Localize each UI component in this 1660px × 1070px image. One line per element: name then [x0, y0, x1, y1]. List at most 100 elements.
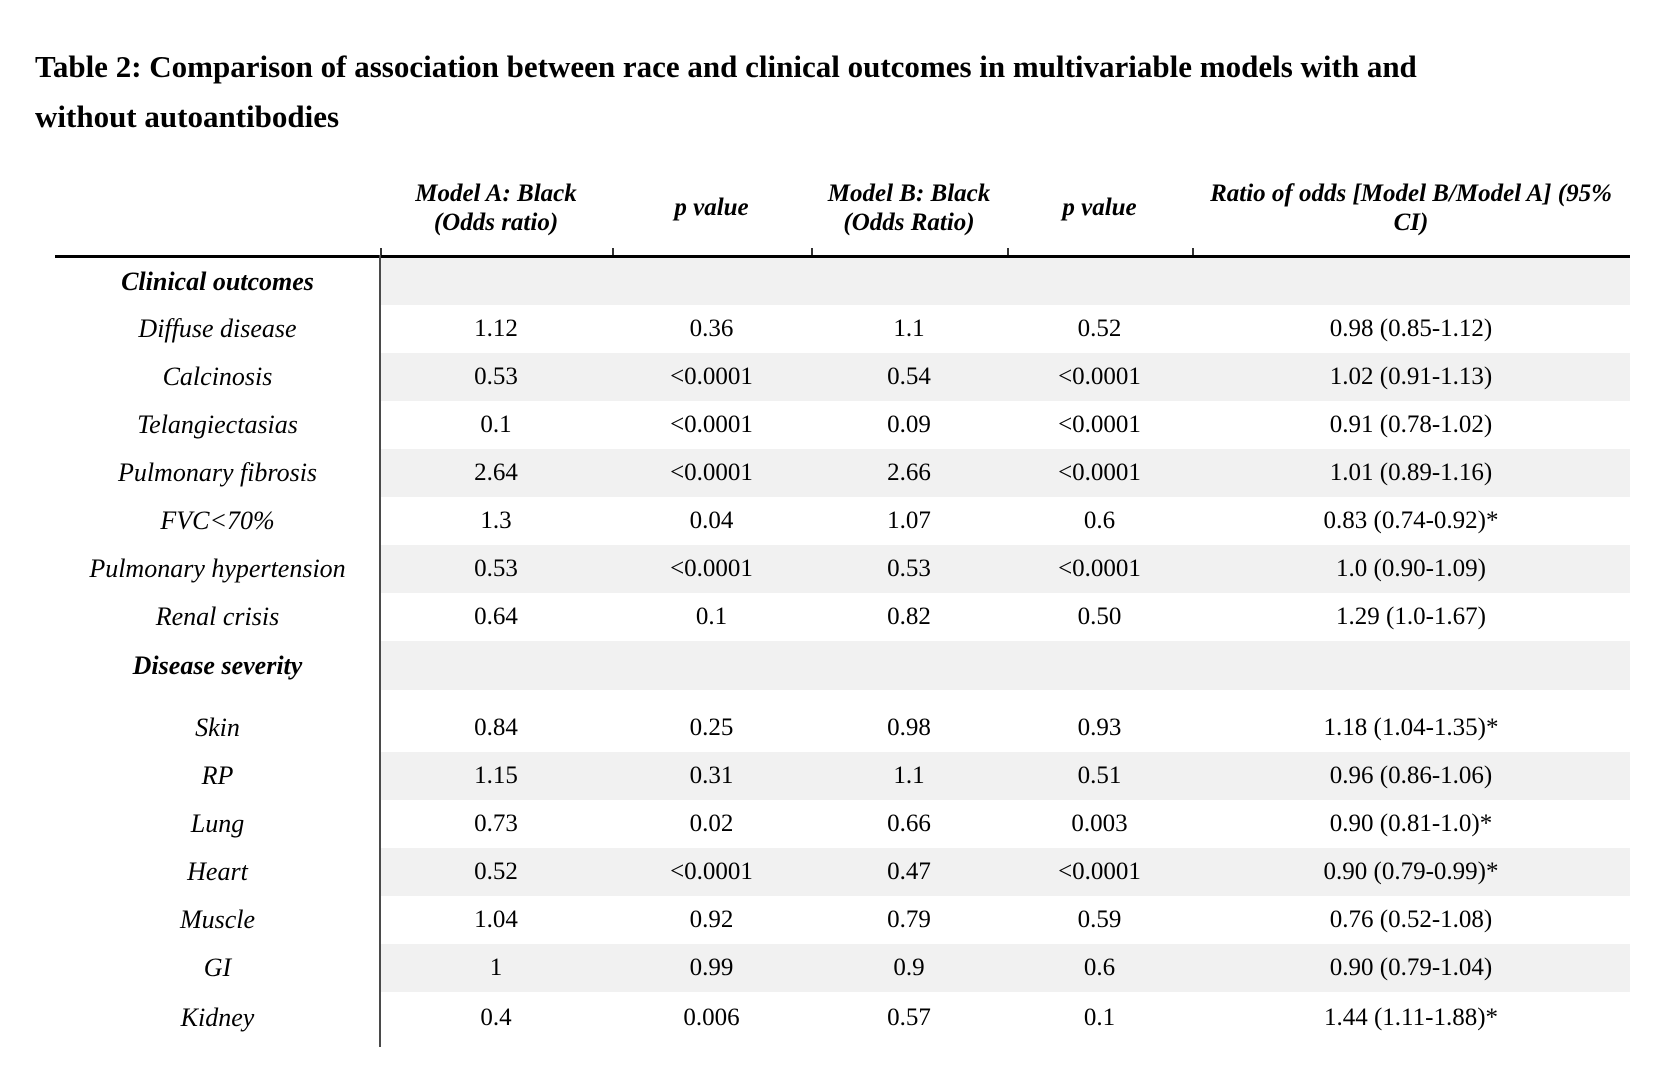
cell-pulmonary-fibrosis-col4: <0.0001 — [1007, 449, 1192, 497]
cell-heart-col2: <0.0001 — [612, 848, 811, 896]
cell-lung-col5: 0.90 (0.81-1.0)* — [1192, 800, 1630, 848]
row-label-disease-severity: Disease severity — [55, 641, 380, 690]
row-label-kidney: Kidney — [55, 992, 380, 1044]
cell-skin-col2: 0.25 — [612, 704, 811, 752]
cell-telangiectasias-col3: 0.09 — [811, 401, 1007, 449]
row-label-pulmonary-hypertension: Pulmonary hypertension — [55, 545, 380, 593]
cell-disease-severity-col1 — [380, 641, 612, 690]
cell-kidney-col1: 0.4 — [380, 992, 612, 1044]
cell-clinical-outcomes-col2 — [612, 258, 811, 305]
cell-rp-col1: 1.15 — [380, 752, 612, 800]
cell-fvc-70-col4: 0.6 — [1007, 497, 1192, 545]
header-column-tick — [1007, 248, 1009, 255]
cell-diffuse-disease-col5: 0.98 (0.85-1.12) — [1192, 305, 1630, 353]
cell-muscle-col3: 0.79 — [811, 896, 1007, 944]
table-row-gi: GI 1 0.99 0.9 0.6 0.90 (0.79-1.04) — [55, 944, 1630, 992]
cell-pulmonary-hypertension-col3: 0.53 — [811, 545, 1007, 593]
cell-renal-crisis-col2: 0.1 — [612, 593, 811, 641]
cell-renal-crisis-col5: 1.29 (1.0-1.67) — [1192, 593, 1630, 641]
row-label-heart: Heart — [55, 848, 380, 896]
table-row-renal-crisis: Renal crisis 0.64 0.1 0.82 0.50 1.29 (1.0-1.6… — [55, 593, 1630, 641]
table-row-disease-severity: Disease severity — [55, 641, 1630, 690]
header-column-tick — [612, 248, 614, 255]
column-divider-line — [379, 255, 381, 1047]
row-label-skin: Skin — [55, 704, 380, 752]
row-label-gi: GI — [55, 944, 380, 992]
cell-calcinosis-col3: 0.54 — [811, 353, 1007, 401]
table-row-heart: Heart 0.52 <0.0001 0.47 <0.0001 0.90 (0.79-0.… — [55, 848, 1630, 896]
row-label-lung: Lung — [55, 800, 380, 848]
row-label-muscle: Muscle — [55, 896, 380, 944]
cell-gi-col2: 0.99 — [612, 944, 811, 992]
cell-lung-col4: 0.003 — [1007, 800, 1192, 848]
cell-pulmonary-fibrosis-col1: 2.64 — [380, 449, 612, 497]
cell-gi-col5: 0.90 (0.79-1.04) — [1192, 944, 1630, 992]
cell-pulmonary-fibrosis-col2: <0.0001 — [612, 449, 811, 497]
header-model-a: Model A: Black (Odds ratio) — [415, 179, 577, 236]
cell-skin-col1: 0.84 — [380, 704, 612, 752]
table-row-diffuse-disease: Diffuse disease 1.12 0.36 1.1 0.52 0.98 (0.85… — [55, 305, 1630, 353]
cell-rp-col2: 0.31 — [612, 752, 811, 800]
cell-pulmonary-fibrosis-col5: 1.01 (0.89-1.16) — [1192, 449, 1630, 497]
table-row-lung: Lung 0.73 0.02 0.66 0.003 0.90 (0.81-1.0)* — [55, 800, 1630, 848]
row-label-renal-crisis: Renal crisis — [55, 593, 380, 641]
cell-fvc-70-col2: 0.04 — [612, 497, 811, 545]
cell-diffuse-disease-col1: 1.12 — [380, 305, 612, 353]
cell-rp-col4: 0.51 — [1007, 752, 1192, 800]
cell-kidney-col2: 0.006 — [612, 992, 811, 1044]
table-row-fvc-70: FVC<70% 1.3 0.04 1.07 0.6 0.83 (0.74-0.92)* — [55, 497, 1630, 545]
cell-muscle-col1: 1.04 — [380, 896, 612, 944]
cell-kidney-col5: 1.44 (1.11-1.88)* — [1192, 992, 1630, 1044]
cell-disease-severity-col4 — [1007, 641, 1192, 690]
cell-renal-crisis-col1: 0.64 — [380, 593, 612, 641]
table-body: Clinical outcomes Diffuse disease 1.12 0.36… — [55, 258, 1630, 1044]
cell-diffuse-disease-col4: 0.52 — [1007, 305, 1192, 353]
cell-rp-col5: 0.96 (0.86-1.06) — [1192, 752, 1630, 800]
cell-pulmonary-hypertension-col5: 1.0 (0.90-1.09) — [1192, 545, 1630, 593]
cell-rp-col3: 1.1 — [811, 752, 1007, 800]
cell-fvc-70-col1: 1.3 — [380, 497, 612, 545]
cell-diffuse-disease-col3: 1.1 — [811, 305, 1007, 353]
row-label-pulmonary-fibrosis: Pulmonary fibrosis — [55, 449, 380, 497]
cell-pulmonary-fibrosis-col3: 2.66 — [811, 449, 1007, 497]
table-row-kidney: Kidney 0.4 0.006 0.57 0.1 1.44 (1.11-1.88)* — [55, 992, 1630, 1044]
cell-diffuse-disease-col2: 0.36 — [612, 305, 811, 353]
row-label-diffuse-disease: Diffuse disease — [55, 305, 380, 353]
cell-muscle-col4: 0.59 — [1007, 896, 1192, 944]
cell-skin-col4: 0.93 — [1007, 704, 1192, 752]
cell-telangiectasias-col2: <0.0001 — [612, 401, 811, 449]
table-title-line-2: without autoantibodies — [35, 99, 340, 134]
table-title: Table 2: Comparison of association betwe… — [35, 42, 1595, 142]
cell-calcinosis-col5: 1.02 (0.91-1.13) — [1192, 353, 1630, 401]
cell-heart-col5: 0.90 (0.79-0.99)* — [1192, 848, 1630, 896]
comparison-table: Model A: Black (Odds ratio) p value Mode… — [55, 160, 1630, 1047]
table-row-muscle: Muscle 1.04 0.92 0.79 0.59 0.76 (0.52-1.08) — [55, 896, 1630, 944]
row-label-rp: RP — [55, 752, 380, 800]
cell-pulmonary-hypertension-col2: <0.0001 — [612, 545, 811, 593]
header-ratio-of-odds: Ratio of odds [Model B/Model A] (95% CI) — [1210, 179, 1612, 236]
cell-heart-col3: 0.47 — [811, 848, 1007, 896]
cell-skin-col5: 1.18 (1.04-1.35)* — [1192, 704, 1630, 752]
row-label-fvc-70: FVC<70% — [55, 497, 380, 545]
cell-pulmonary-hypertension-col1: 0.53 — [380, 545, 612, 593]
header-model-b: Model B: Black (Odds Ratio) — [827, 179, 991, 236]
cell-calcinosis-col2: <0.0001 — [612, 353, 811, 401]
row-label-calcinosis: Calcinosis — [55, 353, 380, 401]
cell-telangiectasias-col5: 0.91 (0.78-1.02) — [1192, 401, 1630, 449]
cell-disease-severity-col3 — [811, 641, 1007, 690]
cell-telangiectasias-col1: 0.1 — [380, 401, 612, 449]
cell-lung-col2: 0.02 — [612, 800, 811, 848]
table-row-skin: Skin 0.84 0.25 0.98 0.93 1.18 (1.04-1.35)* — [55, 704, 1630, 752]
cell-kidney-col4: 0.1 — [1007, 992, 1192, 1044]
table-row-pulmonary-hypertension: Pulmonary hypertension 0.53 <0.0001 0.53 <0.… — [55, 545, 1630, 593]
cell-heart-col4: <0.0001 — [1007, 848, 1192, 896]
table-title-line-1: Table 2: Comparison of association betwe… — [35, 49, 1417, 84]
cell-fvc-70-col5: 0.83 (0.74-0.92)* — [1192, 497, 1630, 545]
cell-clinical-outcomes-col3 — [811, 258, 1007, 305]
table-row-telangiectasias: Telangiectasias 0.1 <0.0001 0.09 <0.0001 0.91… — [55, 401, 1630, 449]
cell-clinical-outcomes-col5 — [1192, 258, 1630, 305]
table-row-rp: RP 1.15 0.31 1.1 0.51 0.96 (0.86-1.06) — [55, 752, 1630, 800]
header-column-tick — [1192, 248, 1194, 255]
cell-heart-col1: 0.52 — [380, 848, 612, 896]
